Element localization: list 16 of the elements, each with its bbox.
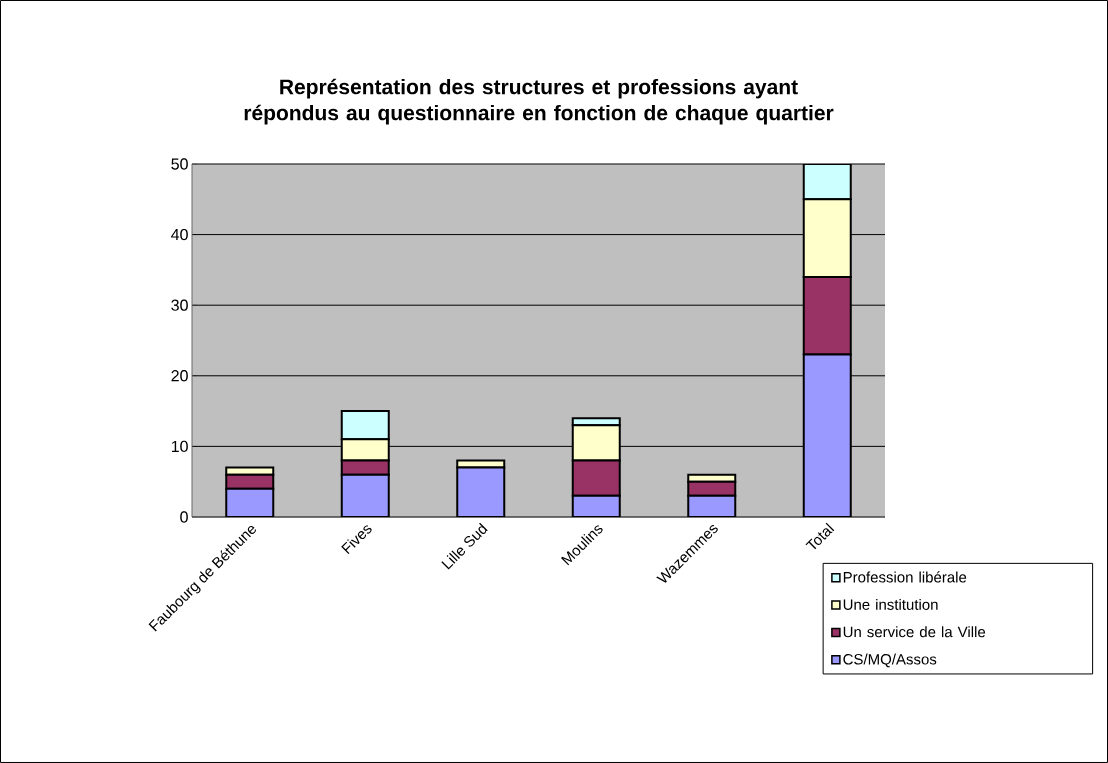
legend-label: Une institution [843, 598, 938, 610]
bar [802, 163, 852, 201]
y-tick-label: 20 [171, 370, 188, 382]
legend-label: Profession libérale [843, 571, 967, 583]
x-tick-label: Lille Sud [441, 522, 488, 570]
legend-label: Un service de la Ville [843, 626, 986, 638]
chart-title: Représentation des structures et professions ayant répondus au questionnaire en fonction de chaque quartier [244, 78, 834, 125]
bar [802, 353, 852, 517]
legend-label: CS/MQ/Assos [843, 653, 937, 668]
y-tick-label: 40 [171, 228, 188, 241]
bar [456, 466, 506, 517]
y-tick-label: 50 [171, 158, 188, 170]
y-tick-label: 10 [171, 440, 188, 453]
y-tick-label: 30 [171, 299, 188, 311]
y-tick-label: 0 [180, 511, 188, 523]
bar [340, 473, 390, 517]
